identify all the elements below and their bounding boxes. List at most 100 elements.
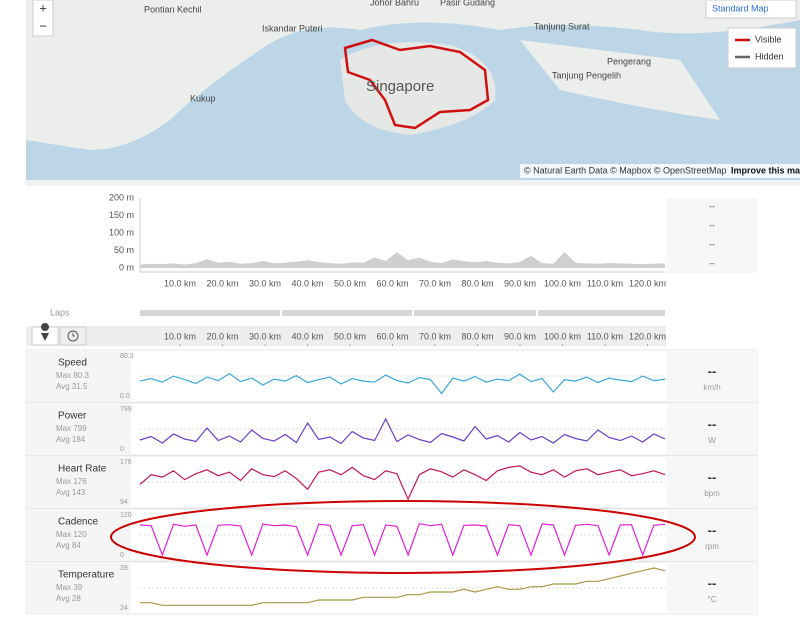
current-value: -- bbox=[708, 575, 717, 590]
current-value: -- bbox=[708, 416, 717, 431]
x-tick-label: 10.0 km bbox=[164, 278, 196, 288]
attribution: © Natural Earth Data © Mapbox © OpenStre… bbox=[524, 165, 727, 175]
current-panel bbox=[667, 509, 757, 561]
stream-line bbox=[140, 567, 666, 606]
zoom-out[interactable]: − bbox=[39, 18, 47, 33]
stream-row bbox=[25, 402, 758, 456]
stream-line bbox=[139, 417, 666, 445]
x-tick-label: 100.0 km bbox=[544, 278, 581, 288]
x-tick-label: 20.0 km bbox=[206, 331, 238, 341]
map-style[interactable]: Standard Map bbox=[712, 3, 769, 13]
x-tick-label: 30.0 km bbox=[249, 331, 281, 341]
zoom-controls bbox=[32, 0, 54, 37]
legend-label: Visible bbox=[755, 34, 781, 44]
x-tick-label: 110.0 km bbox=[587, 278, 623, 288]
unit: °C bbox=[708, 595, 717, 604]
x-tick-label: 90.0 km bbox=[504, 278, 536, 288]
x-tick-label: 120.0 km bbox=[629, 278, 666, 288]
place-label: Iskandar Puteri bbox=[262, 23, 323, 33]
x-tick-label: 40.0 km bbox=[291, 331, 323, 341]
current-panel bbox=[667, 403, 757, 455]
map-style-select[interactable] bbox=[705, 0, 797, 19]
x-tick-label: 10.0 km bbox=[164, 331, 196, 341]
stream-label-bg bbox=[26, 562, 131, 614]
stream-avg: Avg 84 bbox=[56, 541, 81, 550]
stream-label-bg bbox=[26, 350, 131, 402]
x-tick-label: 90.0 km bbox=[504, 331, 536, 341]
stream-row bbox=[25, 561, 758, 615]
x-tick-label: 70.0 km bbox=[419, 278, 451, 288]
x-tick-label: 60.0 km bbox=[376, 331, 408, 341]
land bbox=[26, 0, 800, 150]
summary-value: -- bbox=[709, 220, 715, 230]
axis-bottom: 94 bbox=[120, 499, 128, 506]
stream-row bbox=[25, 455, 758, 509]
lap-segment bbox=[414, 310, 536, 316]
axis-bottom: 24 bbox=[120, 605, 128, 612]
summary-value: -- bbox=[709, 201, 715, 211]
x-tick-label: 70.0 km bbox=[419, 331, 451, 341]
current-panel bbox=[667, 350, 757, 402]
unit: km/h bbox=[703, 383, 720, 392]
stream-line bbox=[139, 523, 666, 557]
y-tick-label: 0 m bbox=[119, 262, 134, 272]
summary-panel bbox=[667, 198, 757, 273]
x-tick-label: 80.0 km bbox=[461, 331, 493, 341]
stream-avg: Avg 31.5 bbox=[56, 382, 88, 391]
lap-segment bbox=[538, 310, 665, 316]
stream-row bbox=[25, 349, 758, 403]
axis-top: 80.3 bbox=[120, 353, 134, 360]
stream-max: Max 176 bbox=[56, 477, 87, 486]
current-value: -- bbox=[708, 522, 717, 537]
stream-label-bg bbox=[26, 403, 131, 455]
x-tick-label: 50.0 km bbox=[334, 331, 366, 341]
unit: rpm bbox=[705, 542, 719, 551]
stream-line bbox=[139, 465, 666, 501]
clock-icon bbox=[67, 330, 79, 342]
x-tick-label: 50.0 km bbox=[334, 278, 366, 288]
unit: W bbox=[708, 436, 716, 445]
stream-name: Speed bbox=[58, 358, 87, 369]
x-tick-label: 110.0 km bbox=[587, 331, 623, 341]
place-label: Pasir Gudang bbox=[440, 0, 495, 7]
axis-bottom: 0 bbox=[120, 446, 124, 453]
attribution-link[interactable]: Improve this ma bbox=[731, 165, 800, 175]
x-tick-label: 120.0 km bbox=[629, 331, 666, 341]
axis-top: 176 bbox=[120, 459, 132, 466]
axis-top: 120 bbox=[120, 512, 132, 519]
stream-max: Max 80.3 bbox=[56, 371, 89, 380]
y-tick-label: 50 m bbox=[114, 245, 134, 255]
stream-max: Max 799 bbox=[56, 424, 87, 433]
unit: bpm bbox=[704, 489, 720, 498]
map-legend bbox=[727, 27, 797, 69]
stream-name: Temperature bbox=[58, 570, 115, 581]
x-tick-label: 40.0 km bbox=[291, 278, 323, 288]
stream-name: Heart Rate bbox=[58, 464, 107, 475]
place-label: Tanjung Surat bbox=[534, 21, 590, 31]
stream-label-bg bbox=[26, 456, 131, 508]
stream-label-bg bbox=[26, 509, 131, 561]
axis-bottom: 0 bbox=[120, 552, 124, 559]
stream-line bbox=[139, 372, 666, 395]
axis-top: 39 bbox=[120, 565, 128, 572]
current-value: -- bbox=[708, 363, 717, 378]
place-label: Kukup bbox=[190, 93, 216, 103]
stream-max: Max 39 bbox=[56, 583, 83, 592]
current-value: -- bbox=[708, 469, 717, 484]
axis-bottom: 0.0 bbox=[120, 393, 130, 400]
legend-label: Hidden bbox=[755, 51, 784, 61]
current-panel bbox=[667, 562, 757, 614]
clock-hand bbox=[72, 333, 75, 337]
land bbox=[520, 40, 720, 120]
elevation-profile bbox=[140, 252, 665, 268]
lap-segment bbox=[140, 310, 280, 316]
y-tick-label: 150 m bbox=[109, 210, 134, 220]
place-label: Singapore bbox=[366, 78, 434, 95]
stream-avg: Avg 143 bbox=[56, 488, 86, 497]
stream-name: Cadence bbox=[58, 517, 98, 528]
zoom-in[interactable]: + bbox=[39, 0, 47, 15]
y-tick-label: 200 m bbox=[109, 192, 134, 202]
annotation-ellipse bbox=[110, 500, 696, 574]
divider[interactable] bbox=[26, 180, 800, 186]
